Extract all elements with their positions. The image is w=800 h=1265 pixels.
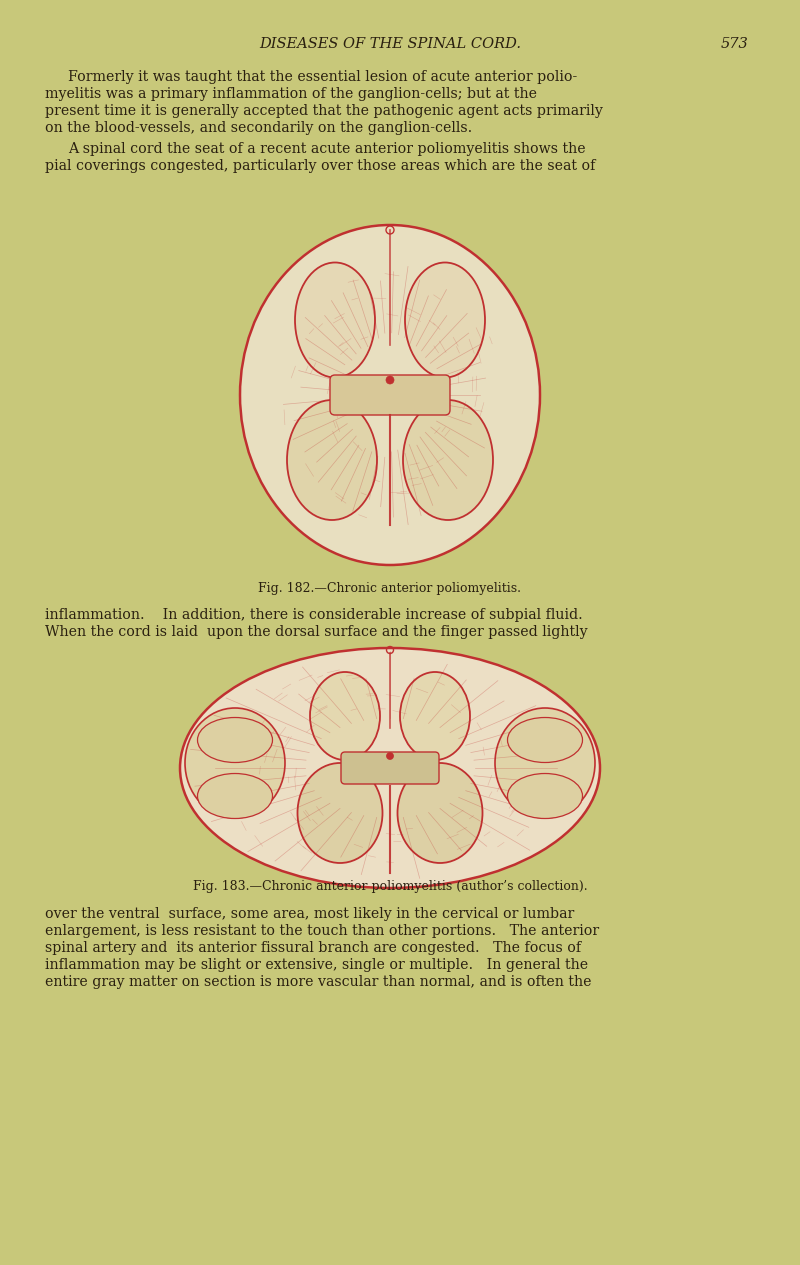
Text: Fig. 183.—Chronic anterior poliomyelitis (author’s collection).: Fig. 183.—Chronic anterior poliomyelitis…	[193, 880, 587, 893]
Text: inflammation may be slight or extensive, single or multiple.   In general the: inflammation may be slight or extensive,…	[45, 958, 588, 972]
Text: DISEASES OF THE SPINAL CORD.: DISEASES OF THE SPINAL CORD.	[259, 37, 521, 51]
Text: spinal artery and  its anterior fissural branch are congested.   The focus of: spinal artery and its anterior fissural …	[45, 941, 581, 955]
Text: myelitis was a primary inflammation of the ganglion-cells; but at the: myelitis was a primary inflammation of t…	[45, 87, 537, 101]
Ellipse shape	[180, 648, 600, 888]
Ellipse shape	[386, 376, 394, 385]
Ellipse shape	[198, 717, 273, 763]
Ellipse shape	[310, 672, 380, 760]
Ellipse shape	[398, 763, 482, 863]
Text: Formerly it was taught that the essential lesion of acute anterior polio-: Formerly it was taught that the essentia…	[68, 70, 578, 83]
Text: pial coverings congested, particularly over those areas which are the seat of: pial coverings congested, particularly o…	[45, 159, 595, 173]
Ellipse shape	[198, 773, 273, 818]
Text: A spinal cord the seat of a recent acute anterior poliomyelitis shows the: A spinal cord the seat of a recent acute…	[68, 142, 586, 156]
Ellipse shape	[386, 753, 394, 759]
Text: enlargement, is less resistant to the touch than other portions.   The anterior: enlargement, is less resistant to the to…	[45, 923, 599, 939]
Text: When the cord is laid  upon the dorsal surface and the finger passed lightly: When the cord is laid upon the dorsal su…	[45, 625, 588, 639]
Text: entire gray matter on section is more vascular than normal, and is often the: entire gray matter on section is more va…	[45, 975, 591, 989]
Ellipse shape	[185, 708, 285, 818]
Ellipse shape	[495, 708, 595, 818]
Ellipse shape	[295, 263, 375, 377]
Ellipse shape	[298, 763, 382, 863]
Ellipse shape	[405, 263, 485, 377]
Text: Fig. 182.—Chronic anterior poliomyelitis.: Fig. 182.—Chronic anterior poliomyelitis…	[258, 582, 522, 595]
Text: present time it is generally accepted that the pathogenic agent acts primarily: present time it is generally accepted th…	[45, 104, 603, 118]
Ellipse shape	[400, 672, 470, 760]
Ellipse shape	[507, 717, 582, 763]
Ellipse shape	[287, 400, 377, 520]
Ellipse shape	[403, 400, 493, 520]
Text: inflammation.    In addition, there is considerable increase of subpial fluid.: inflammation. In addition, there is cons…	[45, 608, 582, 622]
Ellipse shape	[240, 225, 540, 565]
Text: over the ventral  surface, some area, most likely in the cervical or lumbar: over the ventral surface, some area, mos…	[45, 907, 574, 921]
FancyBboxPatch shape	[341, 751, 439, 784]
FancyBboxPatch shape	[330, 374, 450, 415]
Text: on the blood-vessels, and secondarily on the ganglion-cells.: on the blood-vessels, and secondarily on…	[45, 121, 472, 135]
Text: 573: 573	[721, 37, 749, 51]
Ellipse shape	[507, 773, 582, 818]
